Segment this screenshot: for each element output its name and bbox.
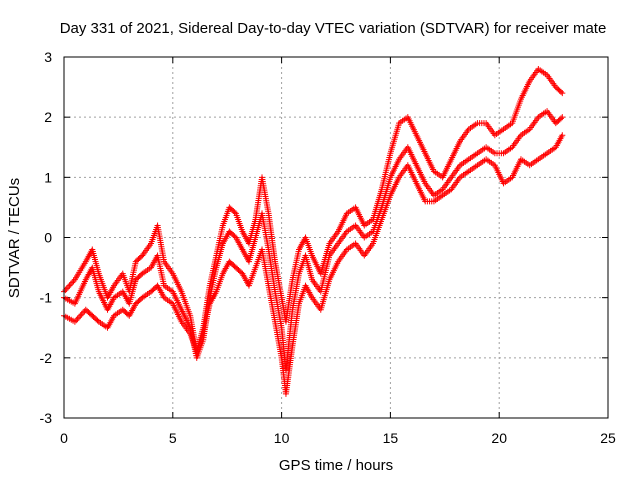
data-point-marker — [94, 317, 101, 324]
data-point-marker — [559, 132, 566, 139]
y-tick-label: 0 — [44, 230, 52, 246]
data-point-marker — [557, 115, 564, 122]
x-tick-label: 15 — [383, 430, 399, 446]
data-point-marker — [231, 209, 238, 216]
series-group — [61, 132, 566, 397]
tick-labels: 0 5 10 15 20 25 -3 -2 -1 0 1 2 3 — [40, 49, 616, 446]
data-point-marker — [138, 271, 145, 278]
chart-title: Day 331 of 2021, Sidereal Day-to-day VTE… — [60, 20, 607, 37]
y-tick-label: -3 — [40, 410, 53, 426]
y-tick-label: 2 — [44, 109, 52, 125]
x-tick-label: 20 — [491, 430, 507, 446]
data-point-marker — [138, 253, 145, 260]
data-point-marker — [138, 295, 145, 302]
y-axis-label: SDTVAR / TECUs — [6, 178, 23, 298]
data-point-marker — [559, 90, 566, 97]
x-tick-label: 0 — [60, 430, 68, 446]
data-point-marker — [559, 114, 566, 121]
series-group — [61, 108, 566, 373]
x-axis-label: GPS time / hours — [279, 457, 393, 474]
x-tick-label: 10 — [274, 430, 290, 446]
data-points — [61, 66, 566, 397]
y-tick-label: 3 — [44, 49, 52, 65]
x-tick-label: 5 — [169, 430, 177, 446]
y-tick-label: -2 — [40, 350, 53, 366]
y-tick-label: -1 — [40, 290, 53, 306]
y-tick-label: 1 — [44, 169, 52, 185]
data-point-marker — [557, 88, 564, 95]
x-tick-label: 25 — [600, 430, 616, 446]
plot-frame — [63, 56, 609, 419]
